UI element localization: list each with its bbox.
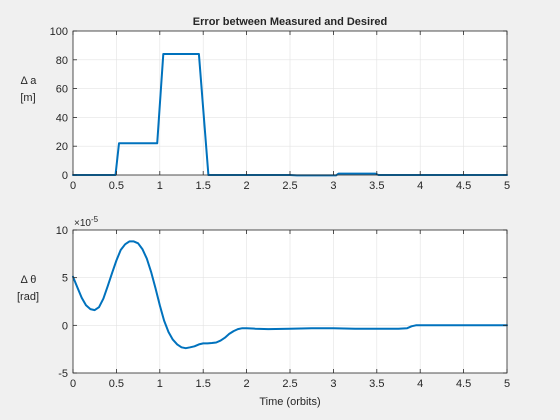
top-x-tick-label: 3.5 [369, 180, 384, 192]
top-y-tick-label: 60 [56, 84, 68, 96]
top-y-axis-label-unit: [m] [20, 92, 35, 104]
top-x-tick-label: 1.5 [196, 180, 211, 192]
bottom-y-axis-label: Δ θ [rad] [17, 274, 40, 303]
bottom-y-axis-exponent-base: ×10 [74, 218, 91, 229]
top-x-tick-label: 5 [504, 180, 510, 192]
top-chart-title: Error between Measured and Desired [193, 16, 387, 28]
bottom-series-line [72, 240, 508, 350]
bottom-x-tick-label: 2 [244, 378, 250, 390]
top-x-tick-label: 1 [157, 180, 163, 192]
top-x-tick-label: 0 [70, 180, 76, 192]
bottom-y-tick-label: 5 [62, 273, 68, 285]
bottom-y-axis-label-unit: [rad] [17, 291, 39, 303]
bottom-y-tick-label: 0 [62, 320, 68, 332]
top-y-tick-label: 40 [56, 112, 68, 124]
bottom-y-tick-label: -5 [58, 368, 68, 380]
top-y-tick-label: 100 [50, 26, 68, 38]
bottom-series [72, 240, 508, 350]
top-y-tick-label: 80 [56, 55, 68, 67]
bottom-x-tick-label: 4.5 [456, 378, 471, 390]
top-x-tick-label: 4 [417, 180, 423, 192]
bottom-x-tick-label: 3.5 [369, 378, 384, 390]
top-x-tick-label: 0.5 [109, 180, 124, 192]
top-subplot: 0 0.5 1 1.5 2 2.5 3 3.5 4 4.5 5 0 20 40 60 80 100 Error … [20, 16, 510, 192]
top-y-tick-label: 20 [56, 141, 68, 153]
top-x-tick-label: 4.5 [456, 180, 471, 192]
bottom-x-tick-label: 0 [70, 378, 76, 390]
top-grid [73, 31, 507, 175]
top-ticks: 0 0.5 1 1.5 2 2.5 3 3.5 4 4.5 5 0 20 40 60 80 100 [50, 26, 510, 192]
bottom-x-tick-label: 1 [157, 378, 163, 390]
bottom-y-axis-exponent: ×10-5 [74, 215, 99, 229]
bottom-x-tick-label: 1.5 [196, 378, 211, 390]
top-y-axis-label-symbol: Δ a [21, 75, 38, 87]
bottom-y-axis-label-symbol: Δ θ [21, 274, 37, 286]
top-x-tick-label: 3 [330, 180, 336, 192]
bottom-y-axis-exponent-power: -5 [91, 215, 99, 224]
top-x-tick-label: 2.5 [282, 180, 297, 192]
bottom-x-axis-label: Time (orbits) [259, 396, 320, 408]
bottom-x-tick-label: 3 [330, 378, 336, 390]
top-y-axis-label: Δ a [m] [20, 75, 39, 104]
top-x-tick-label: 2 [244, 180, 250, 192]
top-y-tick-label: 0 [62, 170, 68, 182]
bottom-x-tick-label: 5 [504, 378, 510, 390]
bottom-y-tick-label: 10 [56, 225, 68, 237]
bottom-x-tick-label: 4 [417, 378, 423, 390]
bottom-x-tick-label: 2.5 [282, 378, 297, 390]
bottom-x-tick-label: 0.5 [109, 378, 124, 390]
